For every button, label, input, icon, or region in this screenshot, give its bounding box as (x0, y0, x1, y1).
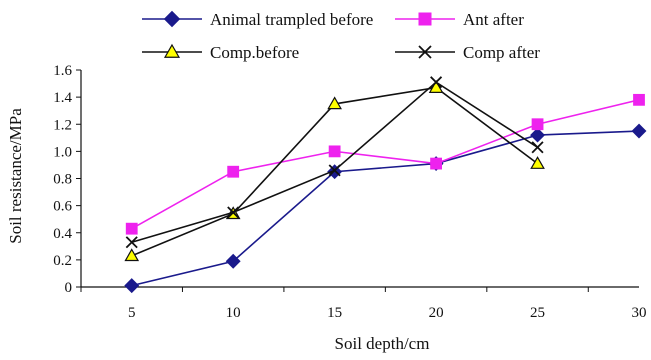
x-tick-label: 15 (327, 305, 342, 321)
data-point (531, 118, 544, 131)
x-marker-stroke (328, 164, 341, 177)
x-marker-stroke (418, 45, 432, 59)
data-point (631, 123, 647, 139)
data-point (530, 127, 546, 143)
x-tick-label: 5 (128, 305, 136, 321)
data-point (227, 206, 240, 219)
legend-label: Ant after (463, 10, 524, 29)
y-tick-label: 1.2 (53, 117, 72, 133)
data-point (430, 157, 442, 170)
series-layer (124, 76, 647, 294)
y-tick-label: 0 (65, 280, 73, 296)
x-axis-title: Soil depth/cm (335, 334, 430, 353)
legend-marker (418, 12, 432, 26)
series-line (131, 130, 640, 287)
y-tick-label: 0.8 (53, 172, 72, 188)
data-point (633, 93, 645, 106)
data-point (125, 236, 138, 249)
legend-label: Comp after (463, 43, 540, 62)
data-point (225, 253, 241, 269)
legend-item: Ant after (395, 10, 524, 29)
x-tick-label: 20 (429, 305, 444, 321)
axes (76, 69, 639, 292)
legend-item: Animal trampled before (142, 10, 373, 29)
data-point (531, 141, 544, 154)
data-point (328, 164, 341, 177)
legend-item: Comp after (395, 43, 540, 62)
y-tick-label: 0.4 (53, 226, 72, 242)
x-tick-label: 30 (632, 305, 647, 321)
legend-item: Comp.before (142, 43, 299, 62)
legend-marker (418, 45, 432, 59)
x-marker-stroke (531, 141, 544, 154)
series-line (131, 99, 640, 230)
series-4 (125, 76, 544, 249)
x-tick-label: 25 (530, 305, 545, 321)
x-marker-stroke (227, 206, 240, 219)
x-marker-stroke (125, 236, 138, 249)
data-point (430, 76, 443, 89)
legend-marker (163, 10, 181, 28)
data-point (124, 278, 140, 294)
data-point (328, 145, 341, 158)
y-tick-label: 0.6 (53, 199, 72, 215)
x-marker-stroke (430, 76, 443, 89)
series-2 (125, 93, 645, 235)
legend: Animal trampled before Ant after Comp.befo… (142, 10, 540, 62)
data-point (125, 222, 138, 235)
y-tick-label: 1.6 (53, 63, 72, 79)
data-point (530, 156, 545, 169)
legend-marker (163, 43, 181, 58)
x-tick-label: 10 (226, 305, 241, 321)
series-1 (124, 123, 647, 294)
y-axis-title: Soil resistance/MPa (6, 108, 25, 244)
legend-label: Animal trampled before (210, 10, 373, 29)
tick-labels: 0 0.2 0.4 0.6 0.8 1.0 1.2 1.4 1.6 5 10 15 20 25 30 (53, 63, 646, 321)
data-point (428, 80, 444, 93)
y-tick-label: 1.4 (53, 90, 72, 106)
legend-label: Comp.before (210, 43, 299, 62)
data-point (227, 165, 240, 178)
data-point (327, 96, 342, 110)
y-tick-label: 1.0 (53, 144, 72, 160)
y-tick-label: 0.2 (53, 253, 72, 269)
data-point (124, 248, 140, 262)
